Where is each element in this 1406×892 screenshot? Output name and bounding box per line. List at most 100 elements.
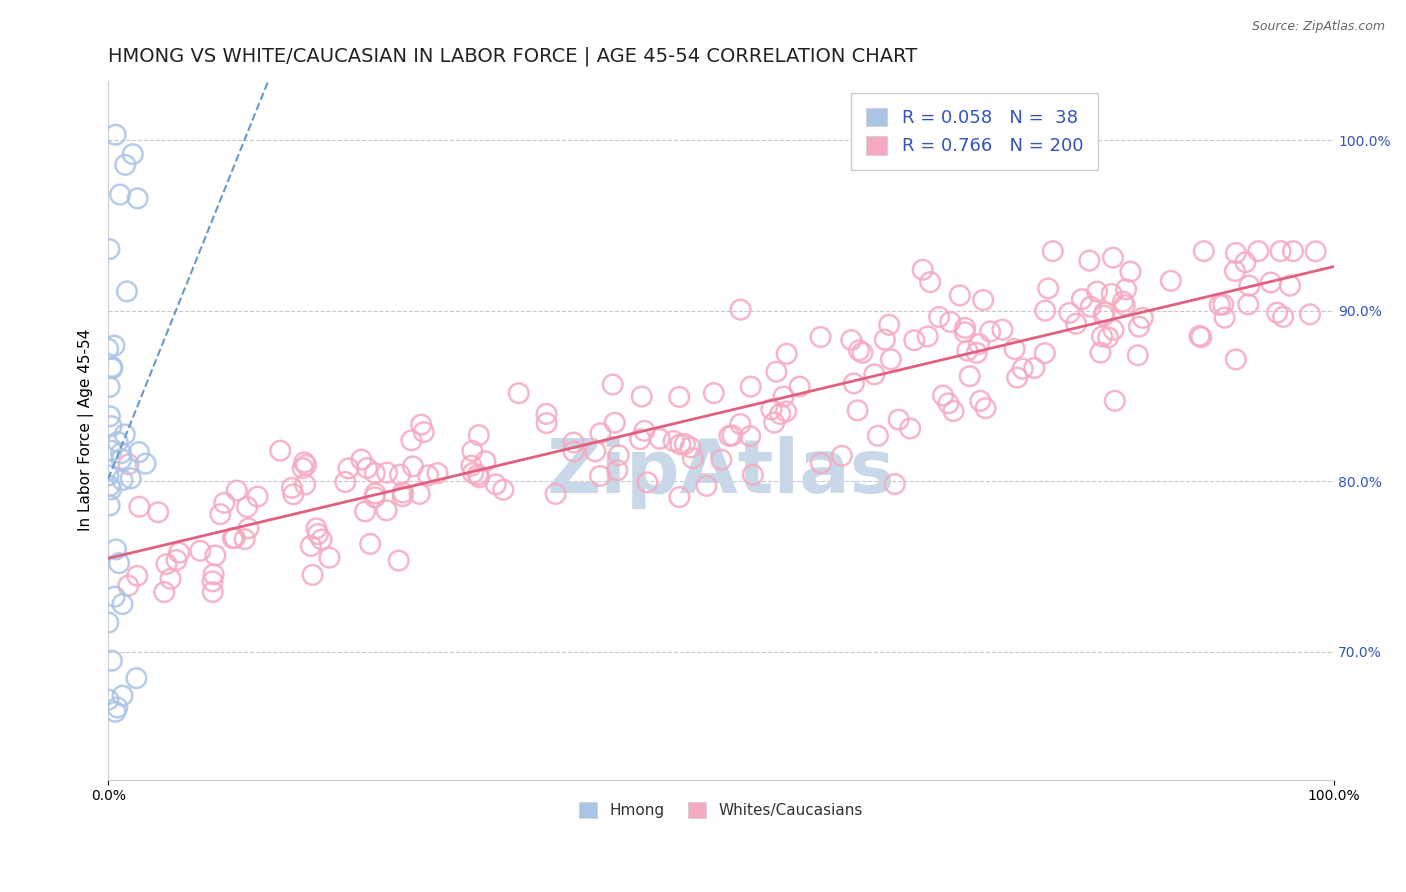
Point <box>839 333 862 347</box>
Point <box>100 419 122 434</box>
Y-axis label: In Labor Force | Age 45-54: In Labor Force | Age 45-54 <box>79 329 94 532</box>
Point <box>959 369 981 384</box>
Point <box>392 485 415 500</box>
Point <box>388 553 411 567</box>
Point <box>294 477 316 491</box>
Point <box>120 471 142 485</box>
Point <box>508 386 530 401</box>
Point <box>1104 393 1126 408</box>
Point <box>1234 255 1257 269</box>
Point <box>842 376 865 391</box>
Point <box>730 302 752 317</box>
Point <box>1225 246 1247 260</box>
Point <box>877 318 900 332</box>
Point <box>269 443 291 458</box>
Point <box>1102 323 1125 337</box>
Point <box>979 325 1001 339</box>
Point <box>426 466 449 480</box>
Point <box>1112 294 1135 309</box>
Point <box>110 452 132 467</box>
Point <box>117 458 139 472</box>
Point <box>98 380 121 394</box>
Point <box>350 452 373 467</box>
Point <box>1042 244 1064 259</box>
Point <box>408 487 430 501</box>
Point <box>105 700 128 714</box>
Point <box>311 533 333 547</box>
Point <box>1005 370 1028 384</box>
Point <box>98 242 121 256</box>
Point <box>204 549 226 563</box>
Point <box>1209 298 1232 312</box>
Point <box>363 491 385 505</box>
Point <box>1114 298 1136 312</box>
Point <box>775 404 797 418</box>
Point <box>866 429 889 443</box>
Point <box>1278 278 1301 293</box>
Point <box>1160 274 1182 288</box>
Point <box>939 315 962 329</box>
Point <box>128 445 150 459</box>
Text: HMONG VS WHITE/CAUCASIAN IN LABOR FORCE | AGE 45-54 CORRELATION CHART: HMONG VS WHITE/CAUCASIAN IN LABOR FORCE … <box>108 46 917 66</box>
Point <box>128 500 150 514</box>
Point <box>1223 264 1246 278</box>
Point <box>1119 265 1142 279</box>
Point <box>292 455 315 469</box>
Point <box>991 323 1014 337</box>
Point <box>337 461 360 475</box>
Point <box>375 503 398 517</box>
Point <box>1091 329 1114 343</box>
Point <box>633 424 655 438</box>
Point <box>765 365 787 379</box>
Point <box>718 429 741 443</box>
Point <box>740 429 762 443</box>
Point <box>873 333 896 347</box>
Point <box>1090 345 1112 359</box>
Point <box>108 556 131 570</box>
Point <box>97 692 120 706</box>
Point <box>238 521 260 535</box>
Point <box>115 285 138 299</box>
Point <box>1080 300 1102 314</box>
Point <box>401 434 423 448</box>
Point <box>485 477 508 491</box>
Point <box>1270 244 1292 259</box>
Point <box>1126 348 1149 362</box>
Point <box>562 435 585 450</box>
Point <box>1282 244 1305 259</box>
Point <box>97 615 120 630</box>
Point <box>301 568 323 582</box>
Point <box>1070 292 1092 306</box>
Point <box>146 505 169 519</box>
Point <box>1192 244 1215 259</box>
Point <box>730 417 752 431</box>
Point <box>111 473 134 487</box>
Point <box>953 321 976 335</box>
Point <box>763 416 786 430</box>
Point <box>956 343 979 358</box>
Point <box>97 342 120 356</box>
Point <box>375 466 398 480</box>
Point <box>673 437 696 451</box>
Point <box>167 546 190 560</box>
Point <box>949 288 972 302</box>
Point <box>1239 278 1261 293</box>
Point <box>648 432 671 446</box>
Point <box>335 475 357 489</box>
Point <box>1078 253 1101 268</box>
Point <box>388 467 411 482</box>
Point <box>97 468 120 483</box>
Point <box>789 379 811 393</box>
Point <box>1024 361 1046 376</box>
Point <box>953 325 976 339</box>
Point <box>928 310 950 324</box>
Point <box>359 537 381 551</box>
Point <box>281 481 304 495</box>
Point <box>98 479 121 493</box>
Point <box>127 569 149 583</box>
Point <box>107 435 129 450</box>
Text: Source: ZipAtlas.com: Source: ZipAtlas.com <box>1251 20 1385 33</box>
Point <box>202 567 225 582</box>
Point <box>100 443 122 458</box>
Point <box>603 416 626 430</box>
